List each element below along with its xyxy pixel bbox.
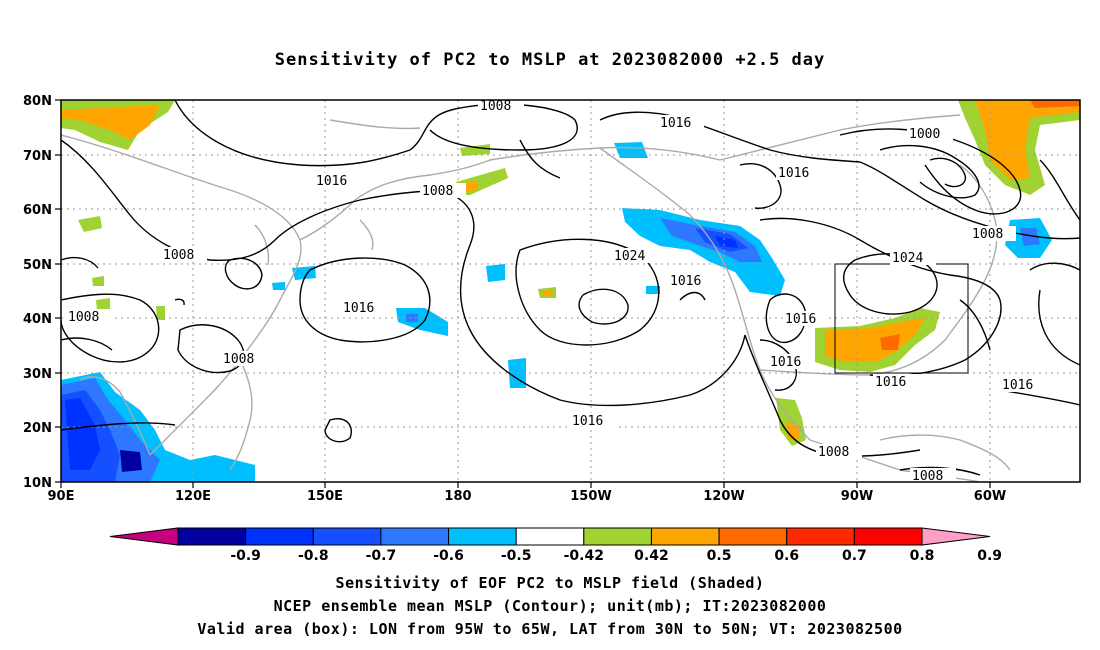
- colorbar-swatch: [786, 527, 855, 546]
- colorbar-swatch: [515, 527, 585, 546]
- coastlines: [61, 114, 1011, 482]
- contour-label: 1008: [912, 469, 943, 484]
- contour-label: 1008: [68, 310, 99, 325]
- contour-label: 1016: [316, 174, 347, 189]
- lon-label: 150E: [307, 489, 343, 504]
- colorbar-swatch: [853, 527, 923, 546]
- contour-label: 1008: [818, 445, 849, 460]
- lat-label: 60N: [23, 203, 52, 218]
- contour-label: 1016: [778, 166, 809, 181]
- contour-label: 1016: [572, 414, 603, 429]
- contour-label: 1024: [892, 251, 923, 266]
- colorbar-tick-label: 0.9: [977, 548, 1002, 564]
- colorbar-swatch: [448, 527, 517, 546]
- colorbar-swatch: [921, 527, 991, 546]
- map-title: Sensitivity of PC2 to MSLP at 2023082000…: [274, 50, 826, 70]
- colorbar-swatch: [380, 527, 450, 546]
- lon-label: 120E: [175, 489, 211, 504]
- lon-label: 90W: [841, 489, 873, 504]
- contour-label: 1016: [660, 116, 691, 131]
- lat-label: 70N: [23, 149, 52, 164]
- lat-label: 40N: [23, 312, 52, 327]
- contour-label: 1008: [223, 352, 254, 367]
- colorbar-tick-label: 0.6: [774, 548, 799, 564]
- contour-label: 1016: [670, 274, 701, 289]
- colorbar-tick-label: -0.5: [501, 548, 532, 564]
- latitude-labels: 80N 70N 60N 50N 40N 30N 20N 10N: [23, 94, 52, 491]
- colorbar-tick-label: 0.42: [634, 548, 669, 564]
- colorbar-tick-label: -0.6: [433, 548, 464, 564]
- colorbar-swatch: [583, 527, 652, 546]
- lon-label: 60W: [974, 489, 1006, 504]
- colorbar-swatch: [718, 527, 788, 546]
- lon-label: 180: [444, 489, 471, 504]
- contour-label: 1016: [1002, 378, 1033, 393]
- colorbar-tick-label: -0.9: [230, 548, 261, 564]
- colorbar-swatch: [650, 527, 720, 546]
- contour-label: 1016: [875, 375, 906, 390]
- lat-label: 80N: [23, 94, 52, 109]
- contour-label: 1024: [614, 249, 645, 264]
- contour-label: 1008: [163, 248, 194, 263]
- colorbar-tick-label: 0.8: [910, 548, 935, 564]
- lat-label: 20N: [23, 421, 52, 436]
- lon-label: 120W: [703, 489, 744, 504]
- colorbar-swatch: [312, 527, 382, 546]
- contour-label: 1000: [909, 127, 940, 142]
- colorbar-tick-label: 0.5: [707, 548, 732, 564]
- longitude-labels: 90E 120E 150E 180 150W 120W 90W 60W: [48, 489, 1007, 504]
- contour-label: 1016: [343, 301, 374, 316]
- lon-label: 90E: [48, 489, 75, 504]
- map-frame: [60, 99, 1081, 483]
- sensitivity-shading: [61, 100, 1080, 482]
- colorbar: -0.9 -0.8 -0.7 -0.6 -0.5 -0.42 0.42 0.5 0.6 0.7 0.…: [109, 527, 1002, 564]
- contour-label: 1008: [422, 184, 453, 199]
- contour-label: 1016: [785, 312, 816, 327]
- lat-label: 30N: [23, 367, 52, 382]
- caption-line-3: Valid area (box): LON from 95W to 65W, L…: [197, 620, 903, 638]
- caption-line-2: NCEP ensemble mean MSLP (Contour); unit(…: [273, 597, 827, 615]
- colorbar-swatch: [109, 527, 179, 546]
- colorbar-tick-label: 0.7: [842, 548, 867, 564]
- colorbar-swatch: [177, 527, 247, 546]
- contour-label: 1008: [480, 99, 511, 114]
- caption-line-1: Sensitivity of EOF PC2 to MSLP field (Sh…: [335, 574, 765, 592]
- lon-label: 150W: [570, 489, 611, 504]
- lat-label: 50N: [23, 258, 52, 273]
- colorbar-swatch: [245, 527, 314, 546]
- contour-labels: 1008 1016 1000 1016 1016 1008 1008 1008 …: [66, 98, 1046, 484]
- contour-label: 1016: [770, 355, 801, 370]
- colorbar-tick-label: -0.42: [564, 548, 604, 564]
- lat-label: 10N: [23, 476, 52, 491]
- contour-label: 1008: [972, 227, 1003, 242]
- colorbar-tick-label: -0.7: [366, 548, 397, 564]
- colorbar-tick-label: -0.8: [298, 548, 329, 564]
